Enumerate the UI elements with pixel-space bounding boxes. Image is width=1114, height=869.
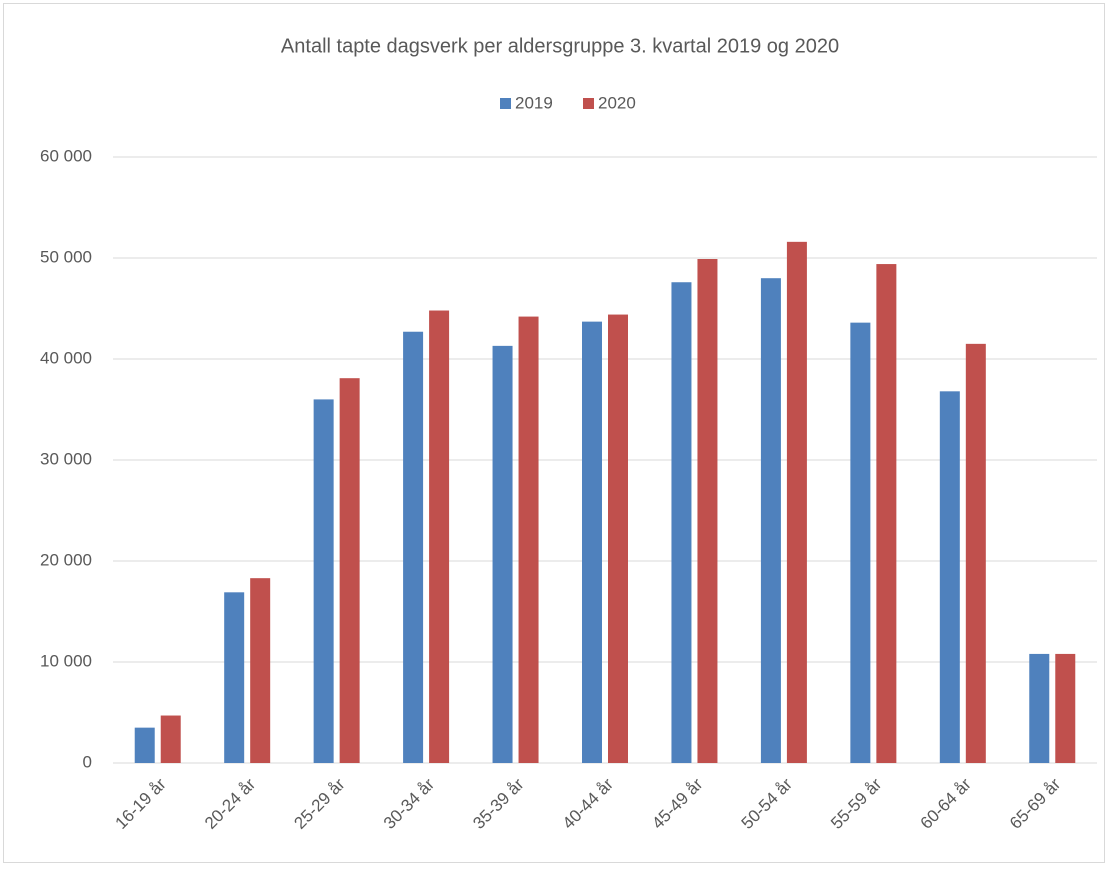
bar	[224, 592, 245, 763]
bar	[965, 343, 986, 763]
bar	[339, 378, 360, 763]
y-tick-label: 0	[83, 752, 92, 771]
y-tick-label: 10 000	[40, 651, 92, 670]
legend-label: 2020	[598, 93, 636, 112]
bar	[1029, 653, 1050, 763]
chart-title: Antall tapte dagsverk per aldersgruppe 3…	[281, 35, 839, 57]
bar	[134, 727, 155, 763]
bar	[403, 331, 424, 763]
bar	[582, 321, 602, 763]
bar	[160, 715, 181, 763]
y-tick-label: 20 000	[40, 550, 92, 569]
bar	[697, 259, 718, 763]
bar	[250, 578, 271, 763]
bar	[760, 278, 781, 763]
bar	[850, 322, 871, 763]
legend-swatch	[583, 98, 594, 109]
legend-swatch	[500, 98, 511, 109]
bar	[786, 241, 807, 764]
y-tick-label: 60 000	[40, 146, 92, 165]
bar	[608, 314, 628, 763]
legend-label: 2019	[515, 93, 553, 112]
bar	[939, 391, 960, 763]
y-tick-label: 30 000	[40, 449, 92, 468]
bar	[492, 345, 513, 763]
bar	[429, 310, 450, 763]
bar	[1055, 653, 1076, 763]
bar	[876, 264, 897, 763]
y-tick-label: 40 000	[40, 348, 92, 367]
bar	[671, 282, 692, 763]
chart-frame	[3, 3, 1105, 863]
bar	[518, 316, 539, 763]
bar	[313, 399, 334, 763]
y-tick-label: 50 000	[40, 247, 92, 266]
